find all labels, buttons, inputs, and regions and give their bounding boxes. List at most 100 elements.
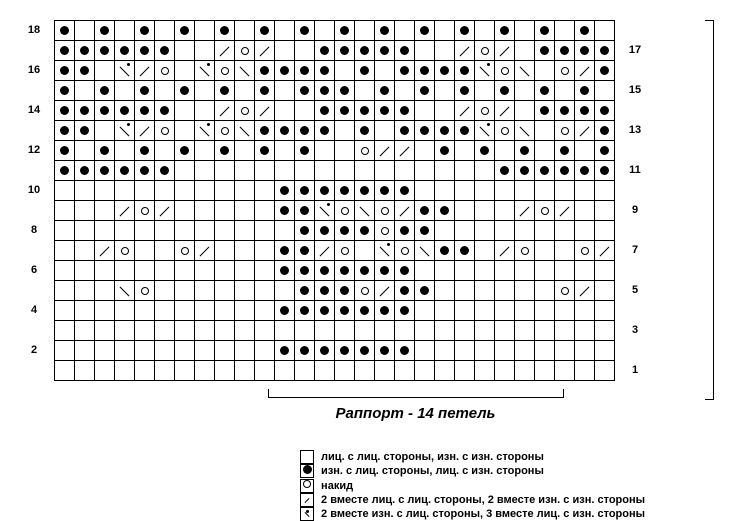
grid-cell bbox=[555, 361, 575, 381]
grid-cell bbox=[475, 261, 495, 281]
grid-cell bbox=[595, 221, 615, 241]
grid-cell bbox=[455, 81, 475, 101]
grid-cell bbox=[475, 201, 495, 221]
grid-cell bbox=[215, 21, 235, 41]
grid-cell bbox=[575, 121, 595, 141]
grid-cell bbox=[435, 41, 455, 61]
grid-cell bbox=[335, 101, 355, 121]
grid-cell bbox=[275, 121, 295, 141]
grid-cell bbox=[195, 341, 215, 361]
grid-cell bbox=[335, 201, 355, 221]
row-number-left: 18 bbox=[20, 21, 55, 41]
grid-cell bbox=[195, 181, 215, 201]
grid-cell bbox=[135, 241, 155, 261]
grid-cell bbox=[595, 21, 615, 41]
grid-cell bbox=[535, 361, 555, 381]
grid-cell bbox=[475, 21, 495, 41]
grid-cell bbox=[515, 61, 535, 81]
grid-cell bbox=[115, 321, 135, 341]
grid-cell bbox=[435, 201, 455, 221]
grid-cell bbox=[255, 361, 275, 381]
grid-cell bbox=[495, 301, 515, 321]
legend-row: лиц. с лиц. стороны, изн. с изн. стороны bbox=[300, 450, 645, 464]
grid-cell bbox=[575, 281, 595, 301]
grid-cell bbox=[115, 341, 135, 361]
grid-cell bbox=[275, 161, 295, 181]
grid-cell bbox=[455, 201, 475, 221]
grid-cell bbox=[375, 61, 395, 81]
grid-cell bbox=[255, 321, 275, 341]
grid-cell bbox=[75, 281, 95, 301]
grid-cell bbox=[315, 301, 335, 321]
grid-cell bbox=[135, 121, 155, 141]
grid-cell bbox=[535, 281, 555, 301]
grid-cell bbox=[415, 181, 435, 201]
grid-cell bbox=[315, 101, 335, 121]
grid-cell bbox=[575, 241, 595, 261]
grid-cell bbox=[515, 301, 535, 321]
grid-cell bbox=[355, 201, 375, 221]
grid-cell bbox=[455, 61, 475, 81]
row-number-right bbox=[615, 221, 650, 241]
grid-cell bbox=[575, 201, 595, 221]
grid-cell bbox=[135, 361, 155, 381]
grid-cell bbox=[95, 281, 115, 301]
grid-cell bbox=[395, 201, 415, 221]
grid-cell bbox=[495, 141, 515, 161]
row-number-right: 9 bbox=[615, 201, 650, 221]
grid-cell bbox=[475, 341, 495, 361]
grid-cell bbox=[155, 141, 175, 161]
grid-cell bbox=[315, 341, 335, 361]
grid-cell bbox=[495, 21, 515, 41]
grid-cell bbox=[135, 221, 155, 241]
grid-cell bbox=[175, 21, 195, 41]
grid-cell bbox=[95, 81, 115, 101]
grid-cell bbox=[535, 61, 555, 81]
grid-cell bbox=[295, 301, 315, 321]
grid-cell bbox=[295, 201, 315, 221]
grid-cell bbox=[255, 301, 275, 321]
grid-cell bbox=[75, 241, 95, 261]
grid-cell bbox=[475, 301, 495, 321]
grid-cell bbox=[435, 341, 455, 361]
row-number-right: 13 bbox=[615, 121, 650, 141]
grid-cell bbox=[315, 201, 335, 221]
grid-cell bbox=[335, 341, 355, 361]
row-number-right: 1 bbox=[615, 361, 650, 381]
grid-cell bbox=[255, 21, 275, 41]
grid-cell bbox=[255, 341, 275, 361]
grid-cell bbox=[435, 261, 455, 281]
grid-cell bbox=[175, 121, 195, 141]
grid-cell bbox=[415, 361, 435, 381]
grid-cell bbox=[455, 321, 475, 341]
grid-cell bbox=[595, 261, 615, 281]
grid-cell bbox=[395, 181, 415, 201]
grid-cell bbox=[595, 361, 615, 381]
legend-symbol bbox=[300, 450, 314, 464]
grid-cell bbox=[375, 281, 395, 301]
grid-cell bbox=[415, 301, 435, 321]
grid-cell bbox=[415, 161, 435, 181]
grid-cell bbox=[435, 181, 455, 201]
grid-cell bbox=[535, 341, 555, 361]
grid-cell bbox=[155, 181, 175, 201]
grid-cell bbox=[555, 181, 575, 201]
grid-cell bbox=[355, 341, 375, 361]
grid-cell bbox=[215, 261, 235, 281]
grid-cell bbox=[475, 241, 495, 261]
grid-cell bbox=[355, 121, 375, 141]
grid-cell bbox=[435, 161, 455, 181]
grid-cell bbox=[75, 201, 95, 221]
grid-cell bbox=[115, 241, 135, 261]
grid-cell bbox=[155, 121, 175, 141]
grid-cell bbox=[195, 281, 215, 301]
grid-cell bbox=[315, 21, 335, 41]
grid-cell bbox=[415, 341, 435, 361]
grid-cell bbox=[55, 181, 75, 201]
grid-cell bbox=[55, 121, 75, 141]
grid-cell bbox=[415, 81, 435, 101]
grid-cell bbox=[435, 361, 455, 381]
row-number-left: 14 bbox=[20, 101, 55, 121]
grid-cell bbox=[95, 321, 115, 341]
grid-cell bbox=[195, 261, 215, 281]
